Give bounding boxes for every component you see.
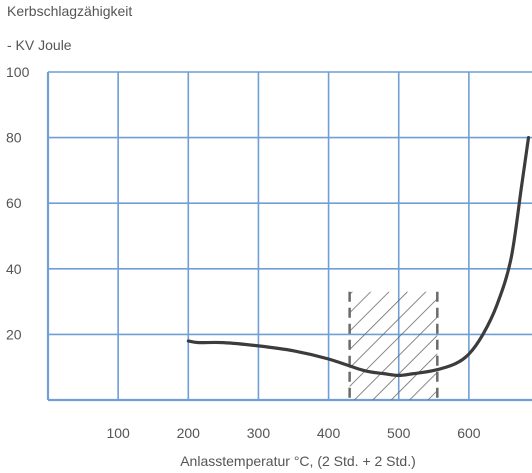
y-axis-title-line1: Kerbschlagzähigkeit: [7, 3, 133, 19]
x-axis-ticks: 100 200 300 400 500 600: [106, 425, 480, 441]
y-tick-label: 60: [6, 195, 22, 211]
hatched-area: [349, 291, 438, 400]
y-tick-label: 100: [6, 64, 30, 80]
y-axis-ticks: 20 40 60 80 100: [6, 64, 30, 342]
x-tick-label: 300: [247, 425, 271, 441]
x-tick-label: 500: [387, 425, 411, 441]
y-tick-label: 80: [6, 130, 22, 146]
y-axis-title-line2: - KV Joule: [7, 37, 72, 53]
impact-energy-curve: [186, 136, 531, 377]
y-tick-label: 40: [6, 261, 22, 277]
y-tick-label: 20: [6, 326, 22, 342]
x-tick-label: 600: [457, 425, 481, 441]
x-tick-label: 400: [317, 425, 341, 441]
x-axis-title: Anlasstemperatur °C, (2 Std. + 2 Std.): [180, 453, 416, 469]
hatched-region: [348, 291, 439, 400]
x-tick-label: 200: [177, 425, 201, 441]
series-curve: [186, 136, 531, 377]
x-tick-label: 100: [106, 425, 130, 441]
